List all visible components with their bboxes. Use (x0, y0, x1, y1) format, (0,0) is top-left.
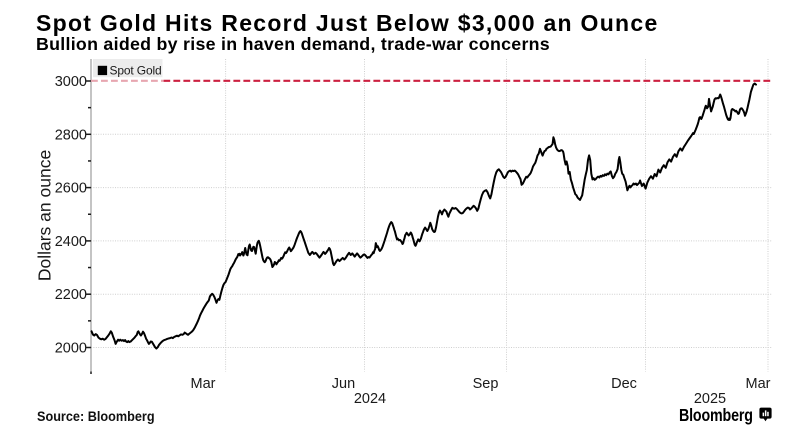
svg-text:Jun: Jun (332, 376, 355, 392)
svg-text:2000: 2000 (55, 341, 87, 357)
svg-text:2800: 2800 (55, 127, 87, 143)
svg-text:Dec: Dec (611, 376, 637, 392)
svg-text:2025: 2025 (694, 391, 726, 407)
svg-text:Sep: Sep (473, 376, 499, 392)
svg-text:2400: 2400 (55, 234, 87, 250)
svg-text:2200: 2200 (55, 287, 87, 303)
svg-text:Mar: Mar (191, 376, 216, 392)
svg-text:2600: 2600 (55, 181, 87, 197)
svg-text:Mar: Mar (746, 376, 771, 392)
svg-text:3000: 3000 (55, 74, 87, 90)
svg-text:2024: 2024 (354, 391, 386, 407)
svg-text:Spot Gold: Spot Gold (110, 63, 162, 77)
svg-text:Dollars an ounce: Dollars an ounce (35, 150, 55, 281)
